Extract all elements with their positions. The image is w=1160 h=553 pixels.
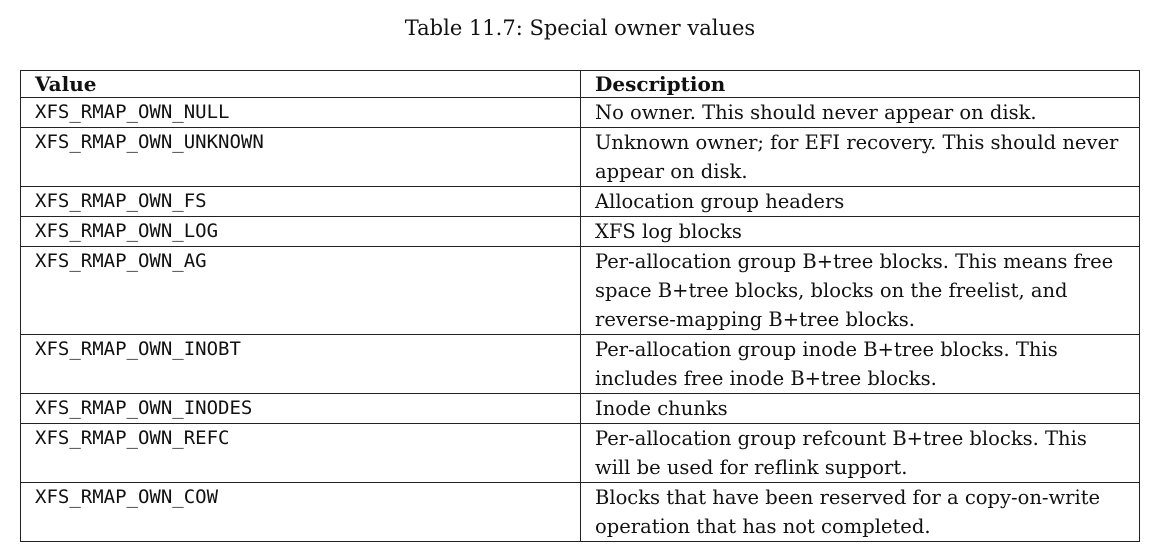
owner-description-cell: Per-allocation group inode B+tree blocks…: [580, 334, 1140, 394]
owner-value-cell: XFS_RMAP_OWN_AG: [20, 246, 581, 335]
owner-description-cell: XFS log blocks: [580, 216, 1140, 247]
owner-value-cell: XFS_RMAP_OWN_INOBT: [20, 334, 581, 394]
table-row: XFS_RMAP_OWN_FS Allocation group headers: [20, 186, 1140, 217]
owner-description-cell: Allocation group headers: [580, 186, 1140, 217]
table-row: XFS_RMAP_OWN_AG Per-allocation group B+t…: [20, 246, 1140, 335]
table-row: XFS_RMAP_OWN_COW Blocks that have been r…: [20, 482, 1140, 542]
owner-description-cell: Unknown owner; for EFI recovery. This sh…: [580, 127, 1140, 187]
table-row: XFS_RMAP_OWN_NULL No owner. This should …: [20, 97, 1140, 128]
owner-description-cell: Per-allocation group B+tree blocks. This…: [580, 246, 1140, 335]
special-owner-values-table: Value Description XFS_RMAP_OWN_NULL No o…: [20, 70, 1140, 542]
table-row: XFS_RMAP_OWN_INODES Inode chunks: [20, 393, 1140, 424]
owner-value-cell: XFS_RMAP_OWN_REFC: [20, 423, 581, 483]
owner-value-cell: XFS_RMAP_OWN_INODES: [20, 393, 581, 424]
column-header-description: Description: [580, 70, 1140, 98]
owner-description-cell: Blocks that have been reserved for a cop…: [580, 482, 1140, 542]
table-row: XFS_RMAP_OWN_UNKNOWN Unknown owner; for …: [20, 127, 1140, 187]
table-header-row: Value Description: [20, 70, 1140, 98]
owner-value-cell: XFS_RMAP_OWN_COW: [20, 482, 581, 542]
table-caption: Table 11.7: Special owner values: [404, 16, 756, 40]
owner-description-cell: Inode chunks: [580, 393, 1140, 424]
owner-value-cell: XFS_RMAP_OWN_FS: [20, 186, 581, 217]
table-row: XFS_RMAP_OWN_LOG XFS log blocks: [20, 216, 1140, 247]
owner-value-cell: XFS_RMAP_OWN_NULL: [20, 97, 581, 128]
column-header-value: Value: [20, 70, 581, 98]
table-row: XFS_RMAP_OWN_INOBT Per-allocation group …: [20, 334, 1140, 394]
table-row: XFS_RMAP_OWN_REFC Per-allocation group r…: [20, 423, 1140, 483]
owner-description-cell: No owner. This should never appear on di…: [580, 97, 1140, 128]
owner-description-cell: Per-allocation group refcount B+tree blo…: [580, 423, 1140, 483]
owner-value-cell: XFS_RMAP_OWN_LOG: [20, 216, 581, 247]
owner-value-cell: XFS_RMAP_OWN_UNKNOWN: [20, 127, 581, 187]
